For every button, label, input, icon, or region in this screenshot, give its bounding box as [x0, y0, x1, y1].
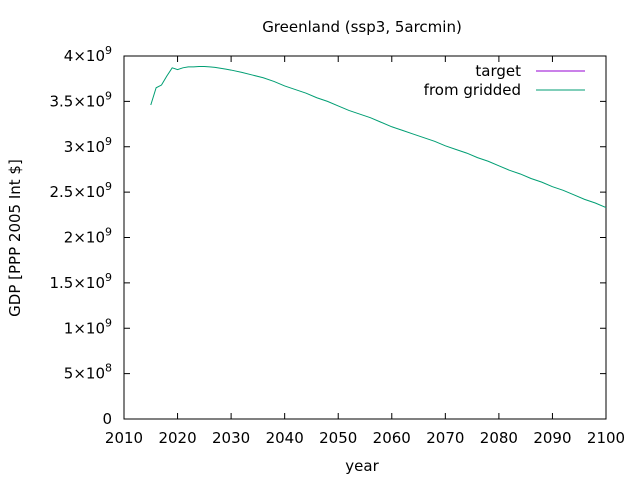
x-tick-label: 2080 [480, 429, 518, 447]
y-tick-mantissa: 2.5×10 [49, 183, 105, 201]
y-tick-exponent: 9 [105, 89, 112, 102]
x-tick-label: 2070 [426, 429, 464, 447]
legend-label: target [475, 62, 521, 80]
y-tick-label: 2×109 [64, 226, 112, 247]
y-tick-exponent: 9 [105, 44, 112, 57]
y-tick-mantissa: 3×10 [64, 138, 105, 156]
x-tick-label: 2040 [266, 429, 304, 447]
x-tick-label: 2090 [533, 429, 571, 447]
y-tick-exponent: 8 [105, 362, 112, 375]
y-tick-mantissa: 3.5×10 [49, 92, 105, 110]
series-line-1 [150, 65, 607, 209]
y-tick-exponent: 9 [105, 271, 112, 284]
y-tick-mantissa: 0 [102, 410, 112, 428]
y-tick-label: 3.5×109 [49, 89, 112, 110]
x-axis-label: year [345, 457, 379, 475]
y-tick-label: 1×109 [64, 316, 112, 337]
x-tick-label: 2030 [212, 429, 250, 447]
y-tick-label: 0 [102, 410, 112, 428]
y-tick-mantissa: 5×10 [64, 365, 105, 383]
y-tick-label: 2.5×109 [49, 180, 112, 201]
series-layer [150, 65, 607, 209]
y-tick-mantissa: 1.5×10 [49, 274, 105, 292]
y-tick-exponent: 9 [105, 180, 112, 193]
y-tick-label: 5×108 [64, 362, 112, 383]
chart-title: Greenland (ssp3, 5arcmin) [262, 18, 462, 36]
y-tick-label: 4×109 [64, 44, 112, 65]
y-tick-exponent: 9 [105, 316, 112, 329]
x-axis-ticks: 2010 2020 2030 2040 2050 2060 2070 2080 2090 2100 [105, 56, 625, 447]
y-tick-mantissa: 2×10 [64, 229, 105, 247]
y-axis-label: GDP [PPP 2005 Int $] [6, 159, 24, 317]
y-tick-label: 3×109 [64, 135, 112, 156]
y-tick-exponent: 9 [105, 226, 112, 239]
plot-frame [123, 55, 607, 420]
x-tick-label: 2100 [587, 429, 625, 447]
x-tick-label: 2050 [319, 429, 357, 447]
y-tick-mantissa: 1×10 [64, 319, 105, 337]
y-tick-label: 1.5×109 [49, 271, 112, 292]
legend-label: from gridded [424, 81, 521, 99]
y-tick-exponent: 9 [105, 135, 112, 148]
y-axis-ticks: 05×1081×1091.5×1092×1092.5×1093×1093.5×1… [49, 44, 606, 428]
x-tick-label: 2010 [105, 429, 143, 447]
y-tick-mantissa: 4×10 [64, 47, 105, 65]
x-tick-label: 2020 [158, 429, 196, 447]
x-tick-label: 2060 [373, 429, 411, 447]
